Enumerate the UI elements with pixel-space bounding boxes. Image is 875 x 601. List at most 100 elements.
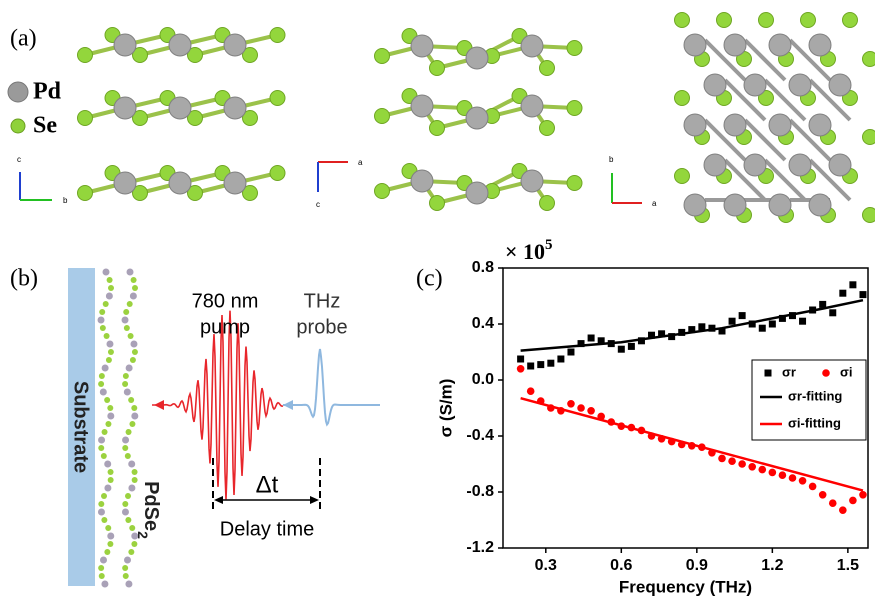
axis-letter: a [358, 158, 363, 167]
pd-atom [113, 96, 137, 120]
se-atom [131, 405, 138, 411]
se-atom [242, 110, 258, 126]
se-atom [99, 309, 106, 315]
y-tick-label: -0.8 [466, 483, 494, 500]
se-atom [566, 40, 583, 56]
pd-atom [410, 94, 434, 118]
se-atom [539, 60, 555, 76]
legend-label: Se [33, 113, 57, 139]
axis-letter: c [316, 200, 320, 209]
data-point [678, 328, 686, 336]
data-point [698, 323, 706, 331]
se-atom [131, 541, 138, 547]
bond [788, 118, 832, 162]
axis-letter: b [609, 155, 614, 164]
data-point [758, 465, 767, 474]
se-atom [107, 541, 114, 547]
se-atom [187, 47, 203, 63]
substrate-label: Substrate [70, 381, 92, 473]
y-tick-label: 0.8 [472, 259, 494, 276]
bond [808, 158, 852, 202]
data-point [778, 314, 786, 322]
plot-frame [502, 267, 869, 549]
pd-atom [520, 94, 544, 118]
pd-atom [105, 292, 113, 300]
se-atom [98, 381, 105, 387]
se-atom [129, 421, 136, 427]
pd-atom [808, 33, 832, 57]
pd-atom [128, 484, 136, 492]
y-tick-label: 0.4 [472, 315, 494, 332]
bond [788, 38, 832, 82]
layer-label: PdSe2 [135, 481, 161, 539]
data-point [849, 496, 857, 505]
se-atom [98, 573, 105, 579]
pd-atom [99, 388, 107, 396]
data-point [708, 324, 716, 332]
pd-atom [768, 113, 792, 137]
pd-atom [223, 171, 247, 195]
pd-atom [743, 73, 767, 97]
x-tick-label: 0.9 [686, 557, 708, 574]
data-point [758, 324, 766, 332]
se-atom [122, 501, 129, 507]
se-atom [102, 301, 109, 307]
data-point [587, 407, 595, 415]
data-point [859, 491, 867, 499]
se-atom [862, 51, 875, 67]
se-atom [122, 373, 129, 379]
data-point [849, 281, 857, 289]
legend-label: σi [840, 364, 853, 379]
data-point [516, 365, 525, 373]
se-atom [187, 185, 203, 201]
se-atom [104, 549, 111, 555]
se-icon [10, 118, 26, 134]
pd-atom [808, 113, 832, 137]
pd-atom [125, 364, 133, 372]
se-atom [242, 47, 258, 63]
se-atom [124, 453, 131, 459]
arrow-head [283, 400, 293, 410]
se-atom [842, 12, 858, 28]
se-atom [539, 195, 555, 211]
se-atom [77, 185, 93, 201]
se-atom [128, 549, 135, 555]
data-point [688, 326, 696, 334]
data-point [798, 477, 807, 485]
multiplier-text: × 10 [505, 239, 545, 264]
pd-atom [102, 268, 110, 276]
x-tick-label: 0.3 [535, 557, 557, 574]
se-atom [131, 477, 138, 483]
data-point [617, 345, 625, 353]
data-point [808, 482, 817, 491]
se-atom [429, 120, 445, 136]
se-atom [77, 110, 93, 126]
data-point [527, 362, 535, 370]
data-point [597, 337, 605, 345]
data-point [526, 387, 535, 396]
pump-label: pump [200, 316, 250, 338]
arrow-head [154, 400, 164, 410]
layer-subscript: 2 [135, 531, 151, 539]
data-point [658, 330, 666, 338]
bond [743, 38, 787, 82]
data-point [768, 320, 776, 328]
data-point [537, 361, 545, 369]
layer-text: PdSe [140, 481, 162, 531]
pd-atom [703, 73, 727, 97]
data-point [738, 312, 746, 320]
pd-atom [126, 268, 134, 276]
se-atom [374, 48, 390, 64]
pd-atom [223, 33, 247, 57]
pd-atom [107, 412, 115, 420]
axis-letter: a [652, 199, 657, 208]
data-point [748, 320, 756, 328]
se-atom [105, 357, 112, 363]
se-atom [269, 165, 286, 181]
se-atom [128, 397, 135, 403]
se-atom [758, 90, 774, 106]
se-atom [674, 12, 690, 28]
se-atom [429, 60, 445, 76]
se-atom [100, 453, 107, 459]
y-axis-label: σ (S/m) [436, 379, 455, 438]
